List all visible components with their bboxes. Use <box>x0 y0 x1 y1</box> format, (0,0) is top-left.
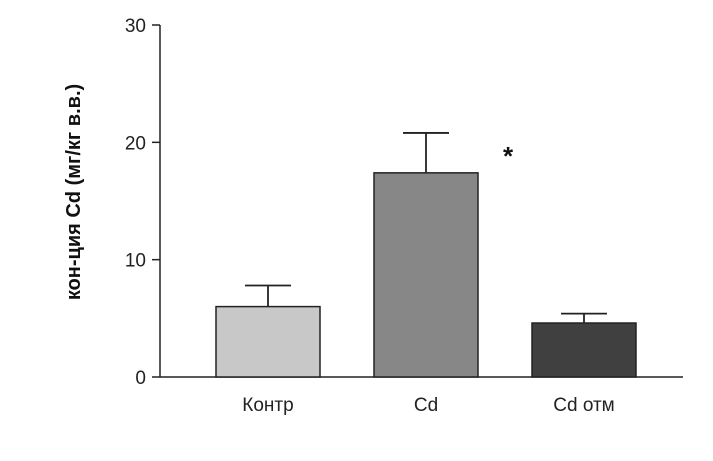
y-tick-label: 0 <box>135 368 146 389</box>
bar-1 <box>215 305 321 378</box>
category-label-2: Cd <box>414 395 438 416</box>
y-tick-label: 10 <box>125 251 146 272</box>
bar-3 <box>531 322 637 378</box>
y-tick-label: 30 <box>125 16 146 37</box>
significance-marker: * <box>503 141 514 171</box>
y-axis: 0 10 20 30 <box>125 16 161 389</box>
bars: Контр Cd * Cd отм <box>215 132 637 416</box>
y-tick-label: 20 <box>125 133 146 154</box>
bar-2 <box>373 172 479 378</box>
category-label-1: Контр <box>242 395 293 416</box>
y-axis-label: кон-ция Cd (мг/кг в.в.) <box>63 84 85 300</box>
category-label-3: Cd отм <box>553 395 614 416</box>
